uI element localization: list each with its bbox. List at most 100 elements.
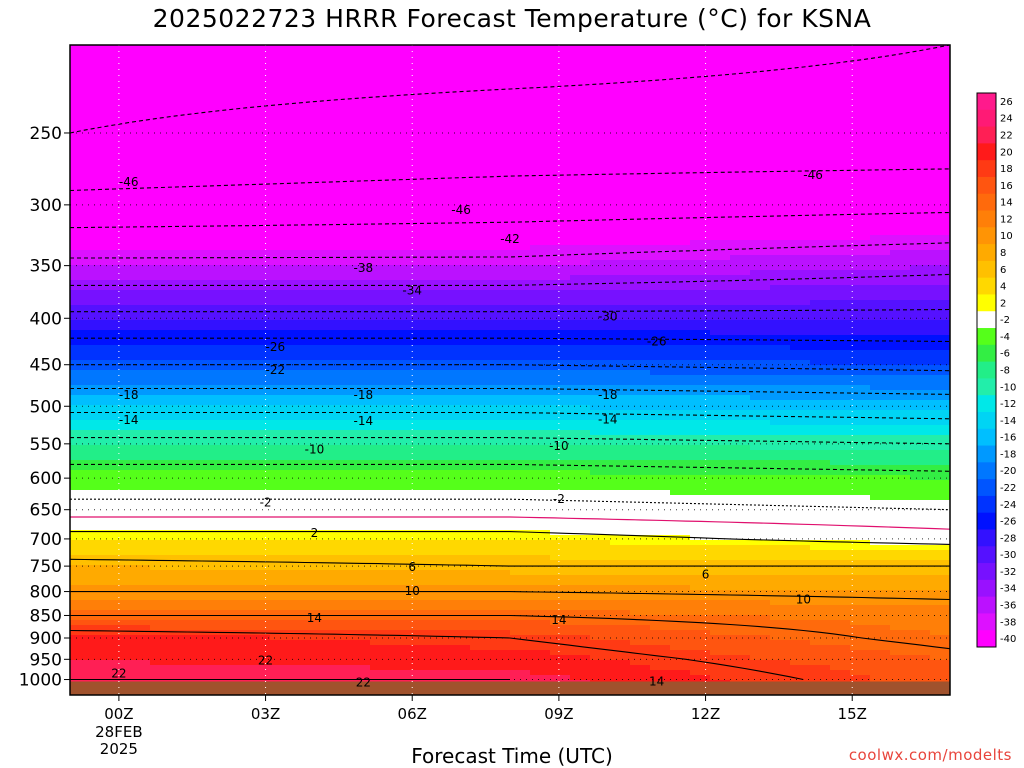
field-cell [130, 205, 151, 211]
field-cell [390, 525, 411, 531]
field-cell [630, 200, 651, 206]
field-cell [730, 560, 751, 566]
field-cell [390, 110, 411, 116]
field-cell [470, 55, 491, 61]
field-cell [350, 500, 371, 506]
field-cell [610, 190, 631, 196]
field-cell [190, 60, 211, 66]
field-cell [590, 490, 611, 496]
field-cell [590, 575, 611, 581]
field-cell [550, 280, 571, 286]
field-cell [390, 505, 411, 511]
field-cell [790, 245, 811, 251]
field-cell [290, 165, 311, 171]
field-cell [250, 370, 271, 376]
field-cell [310, 525, 331, 531]
field-cell [630, 100, 651, 106]
field-cell [230, 605, 251, 611]
field-cell [150, 480, 171, 486]
field-cell [750, 610, 771, 616]
field-cell [130, 560, 151, 566]
field-cell [150, 520, 171, 526]
field-cell [110, 430, 131, 436]
field-cell [370, 295, 391, 301]
field-cell [390, 425, 411, 431]
field-cell [450, 255, 471, 261]
field-cell [770, 495, 791, 501]
field-cell [110, 310, 131, 316]
field-cell [350, 575, 371, 581]
field-cell [550, 520, 571, 526]
field-cell [70, 175, 91, 181]
field-cell [270, 545, 291, 551]
field-cell [410, 480, 431, 486]
field-cell [170, 320, 191, 326]
field-cell [650, 495, 671, 501]
field-cell [150, 60, 171, 66]
field-cell [650, 375, 671, 381]
field-cell [670, 80, 691, 86]
field-cell [730, 235, 751, 241]
field-cell [590, 650, 611, 656]
field-cell [610, 465, 631, 471]
field-cell [650, 150, 671, 156]
field-cell [90, 145, 111, 151]
field-cell [610, 95, 631, 101]
field-cell [490, 460, 511, 466]
field-cell [730, 370, 751, 376]
field-cell [150, 455, 171, 461]
field-cell [670, 210, 691, 216]
field-cell [230, 620, 251, 626]
field-cell [710, 470, 731, 476]
field-cell [470, 470, 491, 476]
field-cell [150, 400, 171, 406]
field-cell [270, 515, 291, 521]
field-cell [330, 410, 351, 416]
field-cell [410, 300, 431, 306]
field-cell [710, 595, 731, 601]
field-cell [610, 395, 631, 401]
field-cell [770, 90, 791, 96]
field-cell [190, 390, 211, 396]
field-cell [350, 675, 371, 681]
field-cell [510, 150, 531, 156]
field-cell [390, 675, 411, 681]
field-cell [110, 85, 131, 91]
field-cell [410, 295, 431, 301]
field-cell [230, 125, 251, 131]
field-cell [650, 475, 671, 481]
field-cell [690, 340, 711, 346]
field-cell [590, 180, 611, 186]
field-cell [350, 450, 371, 456]
field-cell [710, 660, 731, 666]
field-cell [790, 100, 811, 106]
field-cell [90, 460, 111, 466]
field-cell [650, 320, 671, 326]
field-cell [270, 195, 291, 201]
field-cell [770, 275, 791, 281]
field-cell [810, 530, 831, 536]
field-cell [470, 440, 491, 446]
field-cell [210, 510, 231, 516]
field-cell [790, 355, 811, 361]
field-cell [730, 90, 751, 96]
field-cell [130, 90, 151, 96]
field-cell [670, 105, 691, 111]
field-cell [730, 410, 751, 416]
field-cell [150, 220, 171, 226]
field-cell [270, 270, 291, 276]
field-cell [750, 450, 771, 456]
field-cell [690, 615, 711, 621]
field-cell [90, 205, 111, 211]
field-cell [650, 625, 671, 631]
field-cell [310, 340, 331, 346]
field-cell [510, 300, 531, 306]
field-cell [190, 160, 211, 166]
field-cell [550, 315, 571, 321]
field-cell [370, 495, 391, 501]
field-cell [630, 580, 651, 586]
field-cell [430, 50, 451, 56]
field-cell [750, 155, 771, 161]
field-cell [390, 115, 411, 121]
field-cell [710, 275, 731, 281]
